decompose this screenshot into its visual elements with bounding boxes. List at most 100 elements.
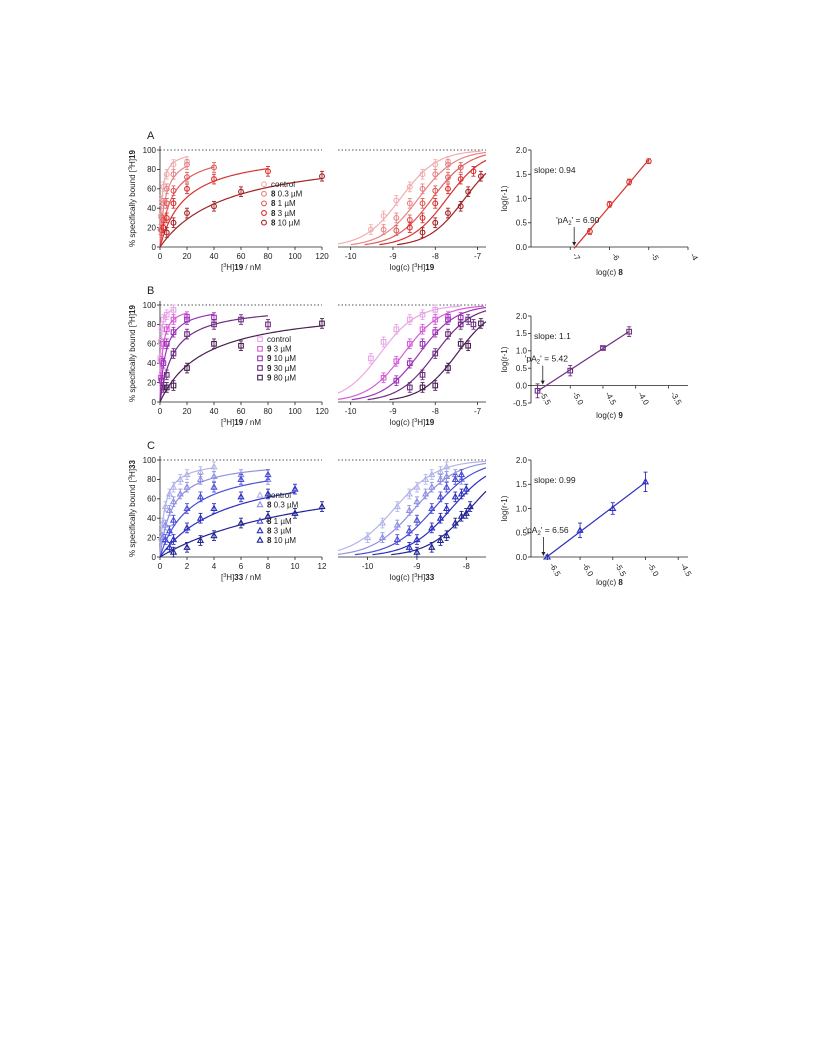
x-axis-label: log(c) [3H]33 <box>390 573 435 582</box>
data-point <box>176 489 184 497</box>
log-series <box>337 150 481 245</box>
y-tick-label: -0.5 <box>513 399 527 408</box>
log-series <box>379 159 487 246</box>
data-point <box>436 492 445 500</box>
data-point <box>432 200 439 207</box>
label-part: 3 <box>128 477 134 480</box>
x-tick-label: 100 <box>288 252 302 261</box>
data-point <box>428 470 436 478</box>
y-tick-label: 20 <box>147 378 156 387</box>
fit-curve <box>337 305 461 394</box>
data-point <box>443 462 451 470</box>
pa2-label: 'pA2' = 5.42 <box>525 354 569 366</box>
data-point <box>457 164 464 171</box>
x-tick-label: 80 <box>264 252 273 261</box>
data-point <box>238 316 244 323</box>
data-point <box>626 179 633 185</box>
label-part: control <box>267 491 291 500</box>
data-point <box>432 219 439 226</box>
data-point <box>576 526 584 533</box>
label-part: 33 <box>128 460 137 469</box>
label-part: 8 <box>618 578 623 587</box>
data-point <box>196 475 205 482</box>
data-point <box>161 520 170 528</box>
regression-line <box>537 331 630 392</box>
legend-entry: 9 80 µM <box>267 373 296 382</box>
saturation-series <box>157 461 218 558</box>
data-point <box>443 472 451 480</box>
label-part: 9 <box>267 345 272 354</box>
label-part: 3 µM <box>271 527 292 536</box>
slope-label: slope: 0.99 <box>534 475 576 485</box>
legend-entry: 8 1 µM <box>267 517 292 526</box>
data-point <box>406 224 413 231</box>
log-plot: -10 -9 -8 -7 log(c) [3H]19 <box>337 304 487 427</box>
data-point <box>406 200 413 207</box>
label-part: % specifically bound [ <box>128 479 137 557</box>
x-tick-label: 120 <box>315 407 329 416</box>
data-point <box>265 168 271 175</box>
data-point <box>393 326 400 333</box>
data-point <box>457 203 464 210</box>
pa2-arrowhead <box>541 552 546 556</box>
fit-curve <box>350 151 487 246</box>
fit-curve <box>337 460 487 552</box>
data-point <box>443 531 451 539</box>
data-point <box>419 171 426 178</box>
data-point <box>165 526 174 534</box>
label-part: H] <box>128 469 137 477</box>
data-point <box>393 358 400 365</box>
data-point <box>378 519 387 526</box>
legend-marker <box>261 200 267 207</box>
data-point <box>419 214 426 221</box>
saturation-series <box>159 469 272 558</box>
data-point <box>451 519 459 526</box>
data-point <box>405 543 413 550</box>
label-part: 9 <box>267 354 272 363</box>
log-series <box>351 306 487 401</box>
data-point <box>393 197 400 204</box>
label-part: 3 µM <box>271 345 292 354</box>
data-point <box>184 174 190 181</box>
legend-entry: control <box>267 335 291 344</box>
label-part: 3 <box>128 322 134 325</box>
x-tick-label: 60 <box>237 407 246 416</box>
data-point <box>457 489 466 497</box>
legend-entry: control <box>267 491 291 500</box>
x-tick-label: -6.5 <box>548 562 563 579</box>
y-tick-label: 60 <box>147 340 156 349</box>
data-point <box>393 214 400 221</box>
data-point <box>413 483 421 490</box>
log-series <box>372 475 487 556</box>
log-series <box>397 170 487 246</box>
data-point <box>380 226 387 233</box>
data-point <box>428 504 436 512</box>
data-point <box>380 213 387 219</box>
data-point <box>432 187 439 194</box>
data-point <box>641 477 650 485</box>
y-tick-label: 1.0 <box>516 347 528 356</box>
log-plot: -10 -9 -8 -7 log(c) [3H]19 <box>337 149 487 272</box>
label-part: log(c) <box>596 268 618 277</box>
y-tick-label: 1.5 <box>516 480 528 489</box>
y-tick-label: 0 <box>152 398 157 407</box>
x-axis-label: log(c) 9 <box>596 411 623 420</box>
data-point <box>160 384 167 391</box>
data-point <box>419 200 426 207</box>
y-tick-label: 1.5 <box>516 329 528 338</box>
x-tick-label: 10 <box>291 562 300 571</box>
data-point <box>165 489 174 497</box>
x-tick-label: -10 <box>345 407 357 416</box>
data-point <box>445 174 451 181</box>
x-tick-label: -10 <box>362 562 374 571</box>
legend-marker <box>256 491 264 498</box>
y-tick-label: 0.5 <box>516 219 528 228</box>
data-point <box>265 321 271 328</box>
fit-curve <box>337 305 485 400</box>
data-point <box>184 331 190 337</box>
pa2-arrowhead <box>540 380 545 385</box>
x-tick-label: -3.5 <box>669 390 684 407</box>
